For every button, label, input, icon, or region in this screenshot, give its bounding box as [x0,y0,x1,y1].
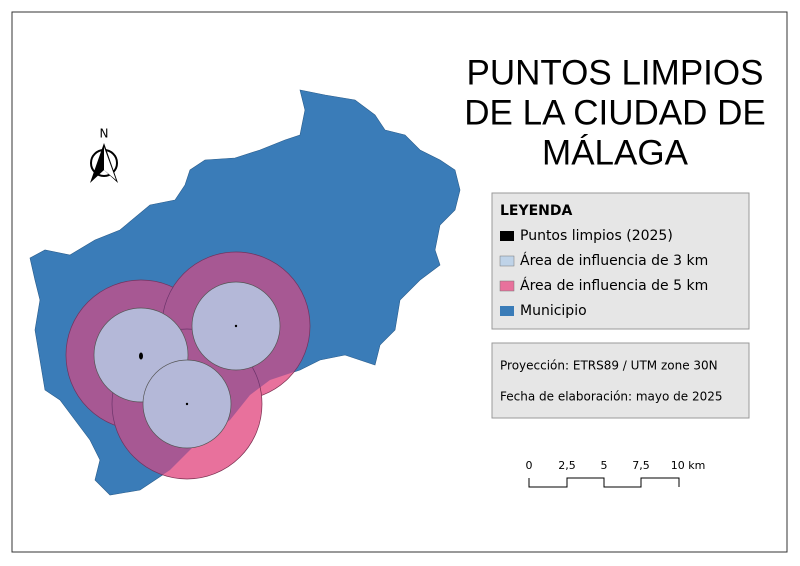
legend: LEYENDA Puntos limpios (2025) Área de in… [491,192,750,330]
north-arrow: N [90,127,118,183]
scale-label: 0 [526,459,533,472]
legend-swatch [500,306,514,316]
projection: Proyección: ETRS89 / UTM zone 30N [500,359,718,373]
scale-label: 5 [601,459,608,472]
legend-item: Municipio [520,303,587,319]
legend-swatch [500,231,514,241]
clean-point [139,352,143,360]
title-line: PUNTOS LIMPIOS [467,53,764,92]
legend-title: LEYENDA [500,203,573,219]
clean-point [185,402,189,406]
info-box: Proyección: ETRS89 / UTM zone 30N Fecha … [491,342,750,419]
title-line: DE LA CIUDAD DE [464,93,765,132]
scale-label: 10 km [671,459,706,472]
legend-swatch [499,255,515,267]
scale-label: 7,5 [632,459,650,472]
date: Fecha de elaboración: mayo de 2025 [500,390,723,404]
map [29,89,461,496]
title-line: MÁLAGA [542,133,689,172]
legend-item: Puntos limpios (2025) [520,228,673,244]
scale-bar: 0 2,5 5 7,5 10 km [526,459,706,488]
clean-point [234,324,238,328]
north-label: N [100,127,109,141]
legend-item: Área de influencia de 5 km [520,277,708,294]
title: PUNTOS LIMPIOS DE LA CIUDAD DE MÁLAGA [464,53,765,172]
legend-item: Área de influencia de 3 km [520,252,708,269]
legend-swatch [499,280,515,292]
scale-label: 2,5 [558,459,576,472]
